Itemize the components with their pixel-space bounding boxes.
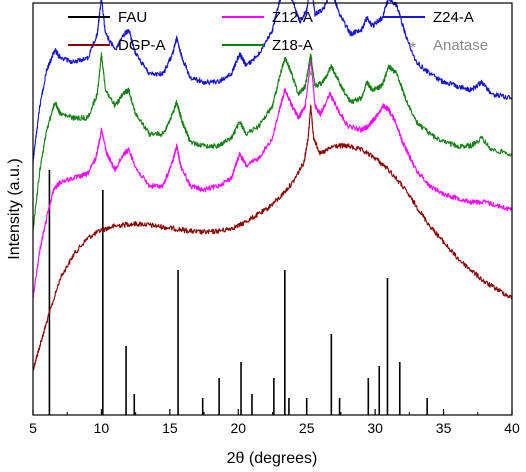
x-tick-label: 20 (230, 420, 246, 436)
series-lines (32, 0, 513, 371)
legend-label: FAU (118, 9, 147, 26)
series-line-dgp-a (32, 104, 513, 371)
x-axis-title: 2θ (degrees) (227, 450, 318, 467)
x-tick-label: 35 (436, 420, 452, 436)
x-tick-label: 25 (299, 420, 315, 436)
anatase-star-annotation: * (308, 69, 314, 86)
fau-reference-lines (48, 170, 428, 415)
legend: FAU Z12-A Z24-A DGP-A Z18-A * Anatase (68, 9, 488, 57)
legend-label: Z24-A (433, 9, 474, 26)
plot-frame (32, 2, 513, 416)
annotations: * (308, 69, 314, 86)
legend-label: Z12-A (272, 9, 313, 26)
x-tick-label: 5 (29, 420, 37, 436)
x-axis-ticks: 5 10 15 20 25 30 35 40 (29, 409, 520, 436)
x-tick-label: 10 (94, 420, 110, 436)
legend-swatch-star: * (410, 40, 416, 57)
legend-label: DGP-A (118, 37, 166, 54)
x-tick-label: 15 (162, 420, 178, 436)
x-tick-label: 30 (367, 420, 383, 436)
series-line-z18-a (32, 52, 513, 232)
y-axis-title: Intensity (a.u.) (6, 158, 23, 259)
legend-label: Anatase (433, 37, 488, 54)
x-tick-label: 40 (504, 420, 520, 436)
legend-label: Z18-A (272, 37, 313, 54)
series-line-z12-a (32, 55, 513, 298)
series-line-z24-a (32, 0, 513, 164)
